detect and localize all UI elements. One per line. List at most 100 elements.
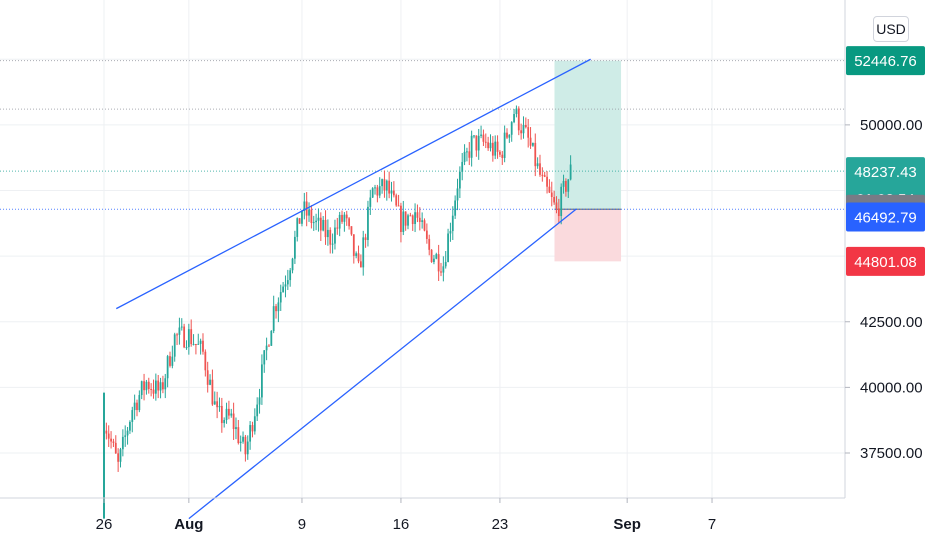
candle-body (522, 125, 525, 134)
candle-body (218, 405, 221, 408)
candle-body (444, 261, 447, 267)
candle-body (499, 151, 501, 155)
loss-zone (554, 209, 622, 262)
candle-body (440, 271, 442, 273)
candle-body (550, 192, 553, 198)
candle-body (418, 217, 421, 222)
y-tick-label: 50000.00 (860, 117, 923, 134)
candle-body (454, 200, 457, 216)
candle-body (107, 433, 110, 439)
candle-body (291, 258, 294, 271)
candle-body (246, 441, 249, 455)
candle-body (268, 345, 270, 347)
candle-body (256, 404, 259, 417)
candle-body (451, 215, 454, 232)
candle-body (404, 211, 407, 226)
candle-body (369, 197, 372, 207)
candle-body (484, 141, 487, 143)
candle-body (150, 388, 153, 390)
candle-body (331, 243, 334, 245)
candle-body (310, 209, 313, 223)
candle-body (355, 253, 358, 256)
candle-body (468, 151, 471, 158)
candle-body (209, 379, 211, 385)
candle-body (272, 306, 275, 332)
candle-body (487, 142, 490, 149)
price-axis[interactable]: 37500.00 40000.00 42500.00 50000.00 (845, 117, 923, 462)
candle-body (110, 438, 112, 442)
candle-body (195, 343, 197, 345)
candle-body (567, 179, 570, 192)
candle-body (277, 302, 280, 312)
candle-body (357, 253, 360, 262)
time-axis[interactable]: 26 Aug 9 16 23 Sep 7 (96, 498, 717, 533)
price-tags: 52446.7648237.4301:02:5446785.1546492.79… (846, 46, 925, 276)
candle-body (265, 345, 268, 351)
candle-body (546, 176, 548, 187)
candle-body (343, 214, 346, 222)
candle-body (164, 378, 167, 390)
currency-button[interactable]: USD (873, 16, 909, 42)
candle-body (133, 402, 136, 411)
candle-body (129, 421, 131, 431)
candle-body (126, 430, 129, 436)
y-tick-label: 42500.00 (860, 314, 923, 331)
y-tick-label: 37500.00 (860, 445, 923, 462)
candle-body (190, 329, 193, 345)
candlesticks (103, 105, 572, 519)
candle-body (409, 215, 412, 217)
channel-lines[interactable] (115, 58, 591, 520)
candle-body (249, 425, 252, 442)
candle-body (140, 381, 143, 396)
candle-body (400, 205, 402, 232)
candle-body (225, 408, 228, 420)
candle-body (390, 190, 393, 194)
candle-body (397, 205, 400, 207)
candle-body (275, 306, 277, 312)
candle-body (298, 218, 301, 224)
candle-body (381, 179, 383, 187)
x-tick-label: 9 (298, 516, 306, 533)
candle-body (402, 211, 405, 232)
candle-body (220, 405, 223, 424)
price-tag-label: 44801.08 (854, 254, 917, 271)
candle-body (183, 326, 186, 348)
candle-body (223, 419, 226, 424)
candle-body (475, 135, 478, 151)
candle-body (154, 380, 157, 394)
candle-body (461, 161, 464, 172)
candle-body (423, 220, 426, 231)
candle-body (187, 329, 190, 348)
candle-body (270, 331, 273, 346)
candle-body (242, 436, 244, 442)
candle-body (536, 163, 539, 167)
candle-body (359, 261, 362, 268)
candle-body (301, 210, 303, 224)
candle-body (206, 370, 209, 385)
candle-body (555, 202, 558, 209)
candle-body (548, 186, 551, 193)
candle-body (345, 214, 348, 219)
candle-body (496, 141, 499, 152)
candle-body (362, 237, 365, 268)
candle-body (258, 397, 261, 405)
candle-body (435, 254, 438, 259)
price-tag-stop (846, 246, 925, 276)
candle-body (371, 188, 374, 198)
candle-body (437, 254, 440, 272)
candle-body (562, 180, 565, 187)
candle-body (228, 408, 230, 416)
candle-body (180, 326, 183, 328)
channel-upper-line (115, 58, 591, 310)
candle-body (477, 135, 480, 151)
candle-body (529, 137, 532, 146)
x-tick-label: Aug (174, 516, 203, 533)
candle-body (352, 234, 355, 256)
candle-body (315, 220, 317, 223)
channel-lower-line (188, 208, 577, 520)
candle-body (159, 382, 162, 391)
candle-body (376, 187, 379, 196)
candle-body (395, 195, 398, 206)
candle-body (494, 141, 497, 156)
